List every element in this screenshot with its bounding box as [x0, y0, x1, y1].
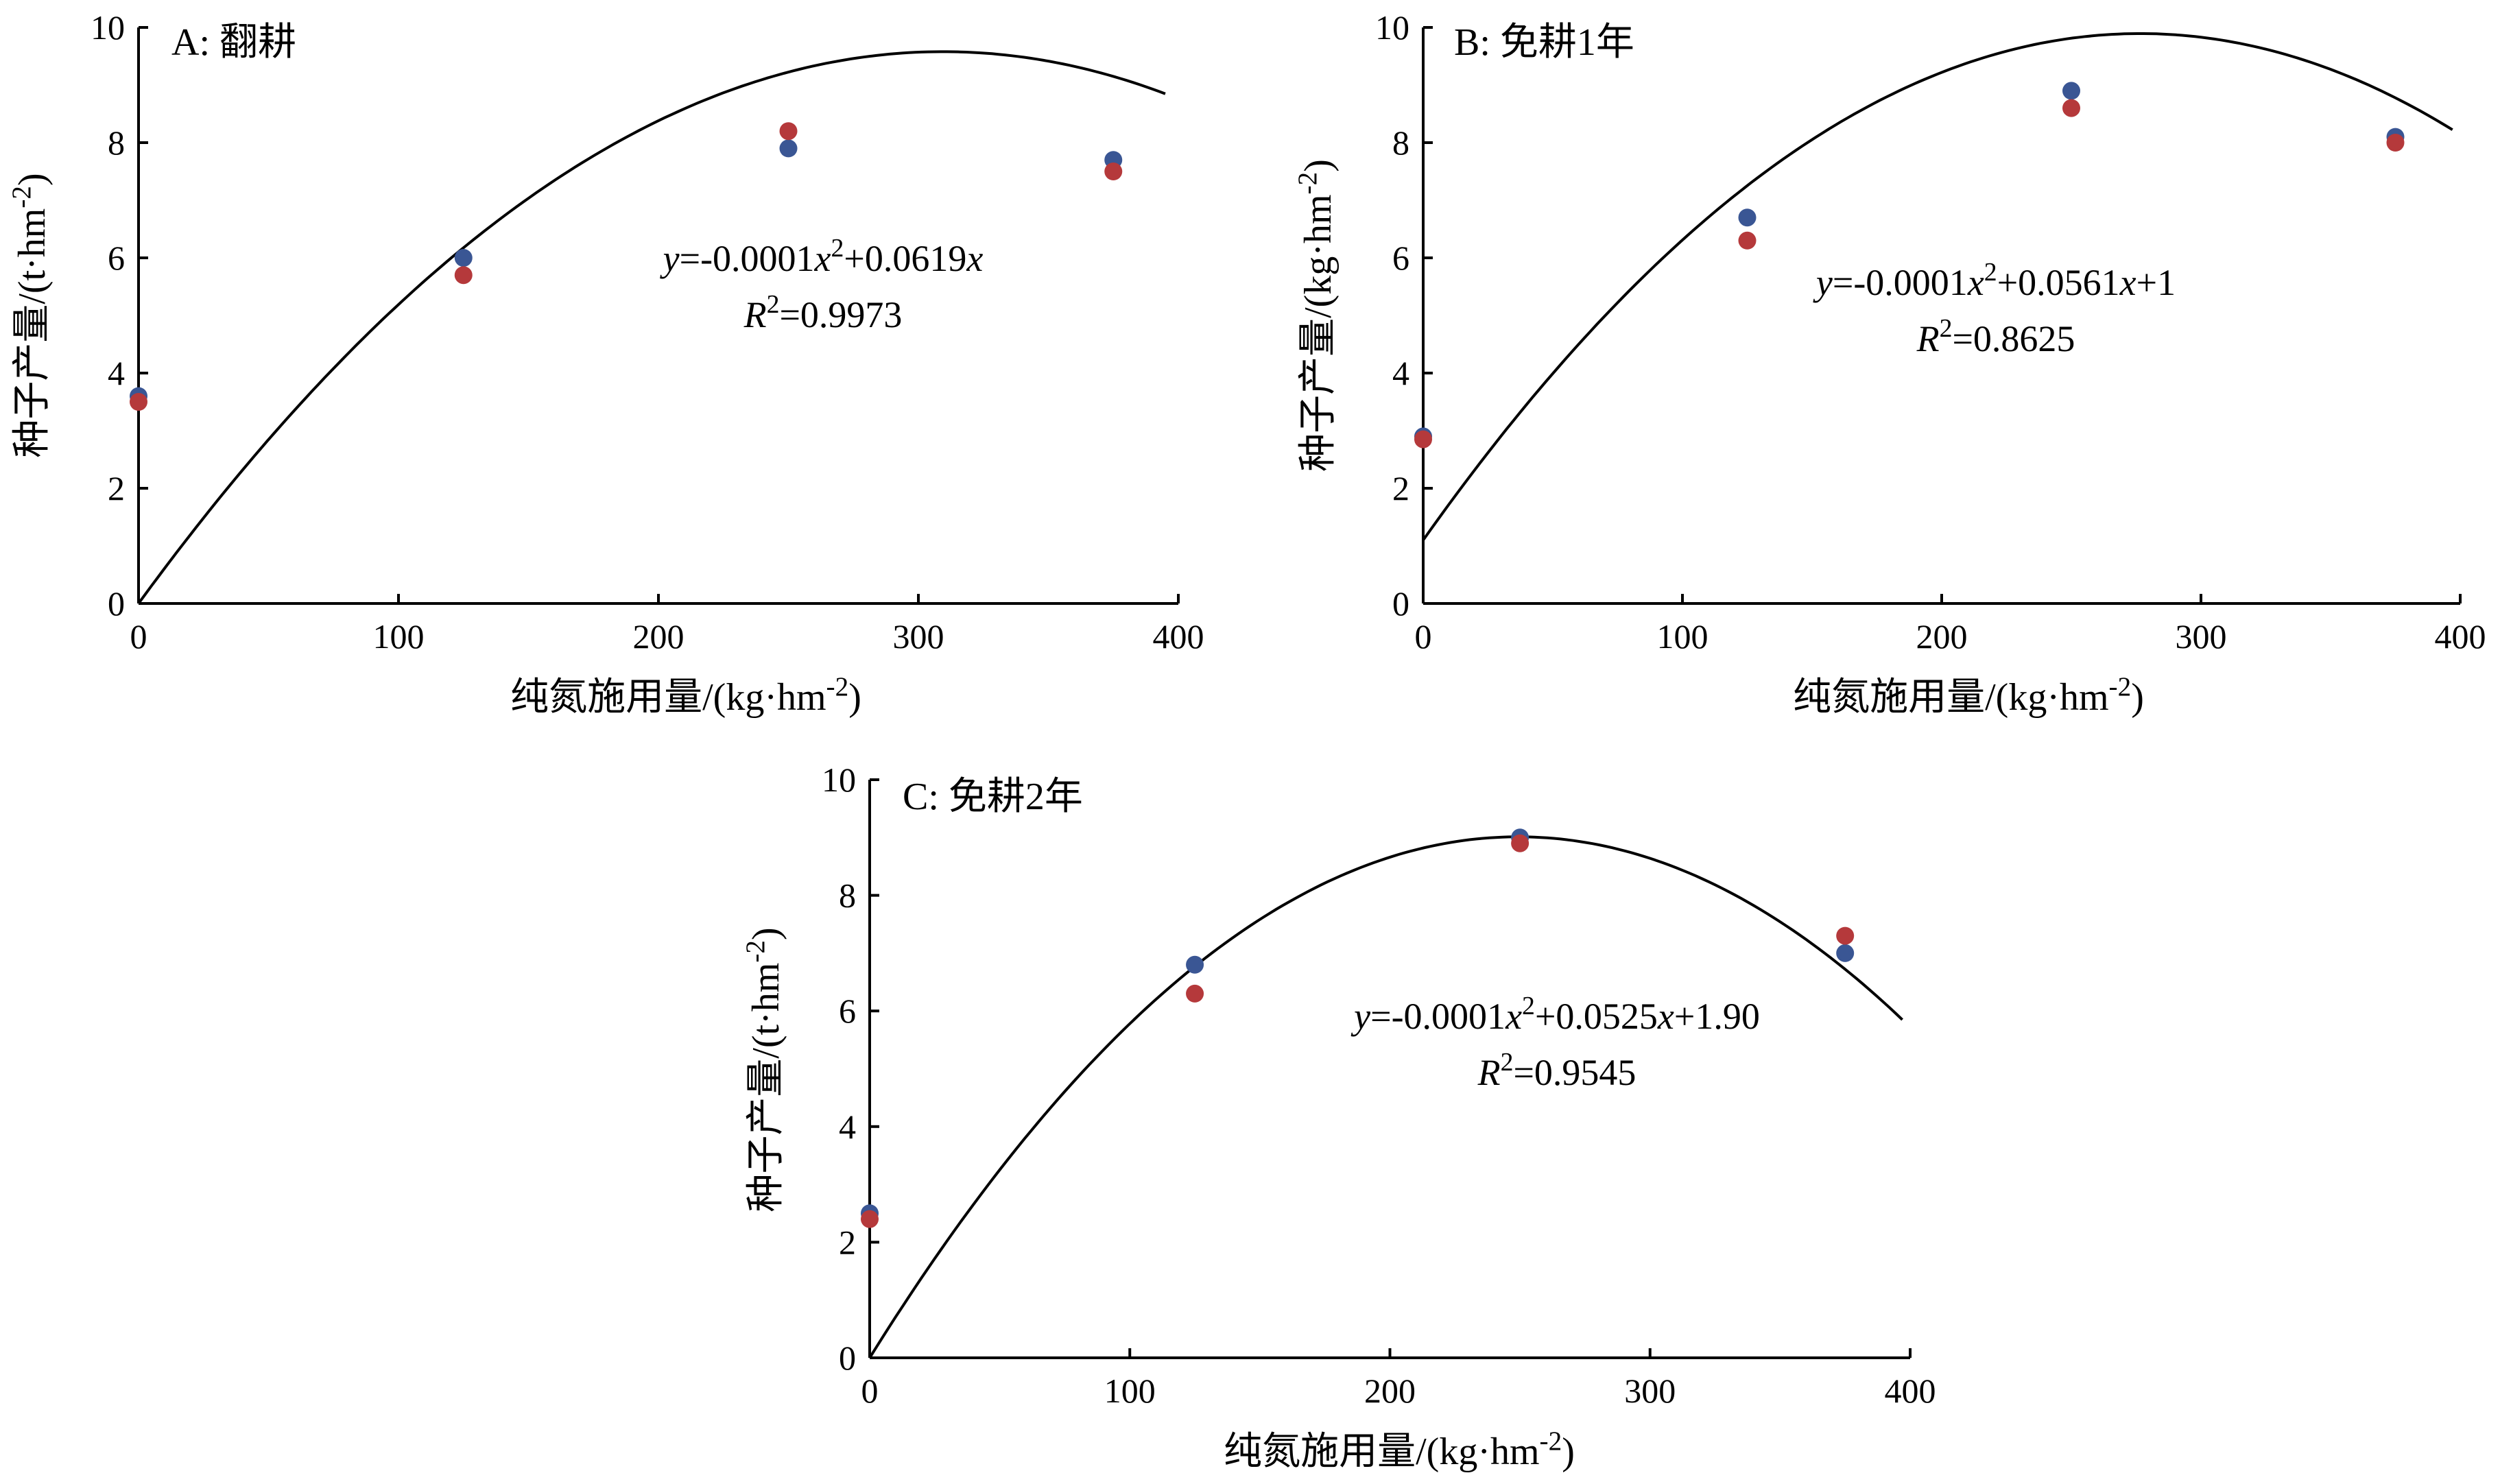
data-point-series-2	[779, 122, 798, 141]
y-tick-label: 10	[91, 8, 125, 47]
fit-equation: y=-0.0001x2+0.0561x+1	[1813, 258, 2176, 303]
fit-curve	[137, 50, 1166, 605]
fit-r-squared: R2=0.9545	[1477, 1048, 1636, 1093]
x-axis-label: 纯氮施用量/(kg·hm-2)	[510, 672, 861, 719]
y-tick-label: 0	[108, 584, 125, 623]
data-point-series-1	[2062, 82, 2080, 100]
fit-equation: y=-0.0001x2+0.0619x	[660, 234, 984, 279]
y-tick-label: 2	[1392, 469, 1409, 507]
chart-panel-b: 0 100 200 300 400 0 2 4 6 8 10 B: 免耕1年纯氮施用量/(kg·hm-…	[1293, 8, 2486, 719]
chart-panel-a: 0 100 200 300 400 0 2 4 6 8 10 A: 翻耕纯氮施用量/(kg·hm-2)…	[7, 8, 1204, 719]
x-tick-label: 200	[633, 617, 684, 656]
y-tick-label: 6	[839, 992, 856, 1030]
x-tick-label: 0	[130, 617, 147, 656]
x-tick-label: 300	[1624, 1372, 1676, 1410]
fit-r-squared: R2=0.8625	[1916, 314, 2075, 359]
x-axis-label: 纯氮施用量/(kg·hm-2)	[1224, 1426, 1575, 1474]
y-tick-label: 4	[108, 354, 125, 392]
x-tick-label: 400	[2435, 617, 2486, 656]
x-tick-label: 0	[861, 1372, 879, 1410]
x-tick-label: 300	[893, 617, 944, 656]
data-point-series-2	[861, 1210, 879, 1228]
panel-title: A: 翻耕	[171, 21, 296, 64]
fit-curve	[1422, 32, 2453, 541]
fit-equation: y=-0.0001x2+0.0525x+1.90	[1350, 992, 1760, 1037]
y-tick-label: 10	[1375, 8, 1409, 47]
data-point-series-2	[2386, 134, 2405, 152]
data-point-series-2	[130, 393, 147, 411]
y-tick-label: 6	[1392, 239, 1409, 277]
x-tick-label: 200	[1364, 1372, 1416, 1410]
data-point-series-2	[1738, 231, 1757, 250]
y-tick-label: 2	[108, 469, 125, 507]
data-point-series-1	[779, 139, 798, 158]
y-tick-label: 4	[839, 1108, 856, 1146]
data-point-series-2	[1511, 834, 1529, 852]
x-tick-label: 400	[1885, 1372, 1936, 1410]
x-tick-label: 200	[1916, 617, 1968, 656]
data-point-series-2	[454, 266, 473, 285]
y-tick-label: 10	[822, 761, 856, 799]
y-tick-label: 8	[108, 123, 125, 162]
x-tick-label: 100	[1104, 1372, 1156, 1410]
x-tick-label: 100	[373, 617, 425, 656]
y-axis-label: 种子产量/(t·hm-2)	[741, 927, 788, 1212]
data-point-series-1	[454, 249, 473, 267]
panel-title: B: 免耕1年	[1454, 21, 1634, 64]
y-tick-label: 2	[839, 1223, 856, 1261]
x-axis-label: 纯氮施用量/(kg·hm-2)	[1793, 672, 2144, 719]
y-tick-label: 6	[108, 239, 125, 277]
data-point-series-2	[1104, 163, 1123, 180]
y-axis-label: 种子产量/(t·hm-2)	[7, 173, 54, 457]
data-point-series-1	[1836, 944, 1855, 962]
fit-curve	[868, 835, 1903, 1359]
y-tick-label: 0	[839, 1339, 856, 1377]
x-tick-label: 0	[1415, 617, 1432, 656]
x-tick-label: 300	[2176, 617, 2227, 656]
data-point-series-1	[1186, 955, 1204, 974]
y-tick-label: 8	[839, 876, 856, 915]
x-tick-label: 400	[1153, 617, 1204, 656]
fit-r-squared: R2=0.9973	[743, 290, 903, 335]
data-point-series-1	[1738, 208, 1757, 227]
data-point-series-2	[1836, 926, 1855, 945]
y-axis-label: 种子产量/(kg·hm-2)	[1293, 159, 1340, 472]
data-point-series-2	[1414, 430, 1432, 448]
data-point-series-2	[1186, 984, 1204, 1003]
panel-title: C: 免耕2年	[903, 776, 1083, 818]
y-tick-label: 4	[1392, 354, 1409, 392]
y-tick-label: 8	[1392, 123, 1409, 162]
chart-panel-c: 0 100 200 300 400 0 2 4 6 8 10 C: 免耕2年纯氮施用量/(kg·hm-…	[741, 761, 1936, 1473]
y-tick-label: 0	[1392, 584, 1409, 623]
x-tick-label: 100	[1657, 617, 1709, 656]
data-point-series-2	[2062, 99, 2080, 117]
